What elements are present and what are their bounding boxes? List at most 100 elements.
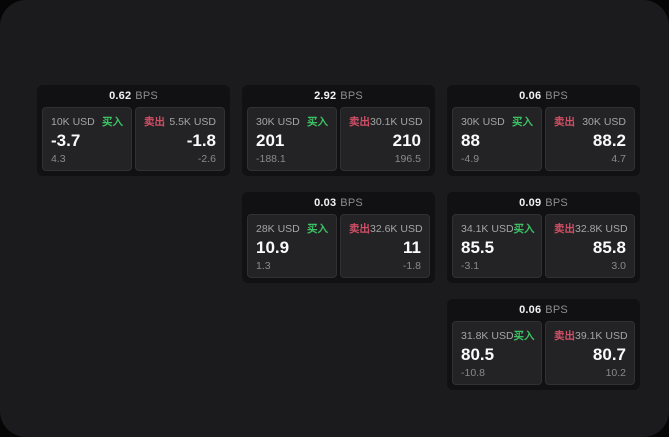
card-header: 0.62 BPS: [42, 85, 225, 107]
buy-price-value: -3.7: [51, 131, 81, 151]
buy-side-label: 买入: [307, 116, 328, 128]
buy-notional-label: 30K USD: [256, 115, 300, 128]
buy-delta-value: 4.3: [51, 153, 66, 165]
quote-card: 0.03 BPS 28K USD 买入 10.9 1.3 卖出 32.6K US…: [242, 192, 435, 283]
sell-panel[interactable]: 卖出 30K USD 88.2 4.7: [545, 107, 635, 171]
buy-panel-header: 10K USD 买入: [51, 114, 123, 129]
sell-panel-header: 卖出 5.5K USD: [144, 114, 216, 129]
sell-notional-label: 30K USD: [582, 115, 626, 128]
sell-side-label: 卖出: [349, 116, 370, 128]
bps-value: 0.06: [519, 304, 542, 316]
sell-side-label: 卖出: [554, 330, 575, 342]
bps-unit-label: BPS: [545, 90, 568, 102]
card-header: 0.03 BPS: [247, 192, 430, 214]
card-header: 0.06 BPS: [452, 85, 635, 107]
sell-panel-header: 卖出 30K USD: [554, 114, 626, 129]
quote-card: 0.06 BPS 30K USD 买入 88 -4.9 卖出 30K USD 8…: [447, 85, 640, 176]
buy-notional-label: 34.1K USD: [461, 222, 514, 235]
quote-card: 0.62 BPS 10K USD 买入 -3.7 4.3 卖出 5.5K USD…: [37, 85, 230, 176]
buy-panel[interactable]: 30K USD 买入 88 -4.9: [452, 107, 542, 171]
bps-value: 0.09: [519, 197, 542, 209]
quote-panels: 28K USD 买入 10.9 1.3 卖出 32.6K USD 11 -1.8: [247, 214, 430, 278]
bps-value: 2.92: [314, 90, 337, 102]
buy-panel-header: 34.1K USD 买入: [461, 221, 535, 236]
buy-panel-header: 31.8K USD 买入: [461, 328, 535, 343]
sell-notional-label: 32.6K USD: [370, 222, 423, 235]
sell-price-value: -1.8: [186, 131, 216, 151]
bps-unit-label: BPS: [545, 197, 568, 209]
card-header: 0.09 BPS: [452, 192, 635, 214]
bps-unit-label: BPS: [340, 197, 363, 209]
buy-panel[interactable]: 31.8K USD 买入 80.5 -10.8: [452, 321, 542, 385]
buy-price-value: 88: [461, 131, 480, 151]
buy-panel[interactable]: 10K USD 买入 -3.7 4.3: [42, 107, 132, 171]
card-header: 0.06 BPS: [452, 299, 635, 321]
sell-panel-header: 卖出 39.1K USD: [554, 328, 628, 343]
bps-unit-label: BPS: [545, 304, 568, 316]
card-header: 2.92 BPS: [247, 85, 430, 107]
quote-card: 2.92 BPS 30K USD 买入 201 -188.1 卖出 30.1K …: [242, 85, 435, 176]
sell-panel[interactable]: 卖出 39.1K USD 80.7 10.2: [545, 321, 635, 385]
sell-notional-label: 39.1K USD: [575, 329, 628, 342]
buy-delta-value: -3.1: [461, 260, 480, 272]
sell-price-value: 88.2: [592, 131, 626, 151]
quote-panels: 10K USD 买入 -3.7 4.3 卖出 5.5K USD -1.8 -2.…: [42, 107, 225, 171]
sell-delta-value: -2.6: [197, 153, 216, 165]
sell-price-value: 11: [403, 238, 421, 258]
quote-card: 0.09 BPS 34.1K USD 买入 85.5 -3.1 卖出 32.8K…: [447, 192, 640, 283]
quote-grid: 0.62 BPS 10K USD 买入 -3.7 4.3 卖出 5.5K USD…: [37, 85, 640, 390]
quote-panels: 30K USD 买入 201 -188.1 卖出 30.1K USD 210 1…: [247, 107, 430, 171]
buy-panel[interactable]: 34.1K USD 买入 85.5 -3.1: [452, 214, 542, 278]
buy-notional-label: 31.8K USD: [461, 329, 514, 342]
sell-side-label: 卖出: [554, 223, 575, 235]
buy-notional-label: 30K USD: [461, 115, 505, 128]
buy-price-value: 85.5: [461, 238, 495, 258]
quote-card: 0.06 BPS 31.8K USD 买入 80.5 -10.8 卖出 39.1…: [447, 299, 640, 390]
bps-value: 0.06: [519, 90, 542, 102]
bps-unit-label: BPS: [340, 90, 363, 102]
buy-side-label: 买入: [513, 223, 535, 235]
buy-panel-header: 28K USD 买入: [256, 221, 328, 236]
sell-delta-value: 3.0: [611, 260, 626, 272]
buy-delta-value: -4.9: [461, 153, 480, 165]
sell-side-label: 卖出: [554, 116, 575, 128]
bps-value: 0.03: [314, 197, 337, 209]
sell-panel[interactable]: 卖出 30.1K USD 210 196.5: [340, 107, 430, 171]
buy-side-label: 买入: [102, 116, 123, 128]
sell-delta-value: 196.5: [394, 153, 421, 165]
sell-panel[interactable]: 卖出 32.8K USD 85.8 3.0: [545, 214, 635, 278]
sell-price-value: 210: [392, 131, 421, 151]
buy-price-value: 80.5: [461, 345, 495, 365]
sell-panel[interactable]: 卖出 32.6K USD 11 -1.8: [340, 214, 430, 278]
sell-price-value: 85.8: [592, 238, 626, 258]
bps-value: 0.62: [109, 90, 132, 102]
sell-panel[interactable]: 卖出 5.5K USD -1.8 -2.6: [135, 107, 225, 171]
sell-side-label: 卖出: [144, 116, 165, 128]
buy-panel-header: 30K USD 买入: [256, 114, 328, 129]
sell-delta-value: -1.8: [402, 260, 421, 272]
sell-delta-value: 10.2: [605, 367, 626, 379]
sell-delta-value: 4.7: [611, 153, 626, 165]
sell-panel-header: 卖出 30.1K USD: [349, 114, 423, 129]
buy-side-label: 买入: [307, 223, 328, 235]
buy-delta-value: 1.3: [256, 260, 271, 272]
buy-panel-header: 30K USD 买入: [461, 114, 533, 129]
sell-side-label: 卖出: [349, 223, 370, 235]
quote-panels: 30K USD 买入 88 -4.9 卖出 30K USD 88.2 4.7: [452, 107, 635, 171]
buy-notional-label: 28K USD: [256, 222, 300, 235]
buy-side-label: 买入: [512, 116, 533, 128]
buy-notional-label: 10K USD: [51, 115, 95, 128]
buy-delta-value: -188.1: [256, 153, 286, 165]
quote-panels: 34.1K USD 买入 85.5 -3.1 卖出 32.8K USD 85.8…: [452, 214, 635, 278]
sell-notional-label: 30.1K USD: [370, 115, 423, 128]
buy-delta-value: -10.8: [461, 367, 485, 379]
sell-panel-header: 卖出 32.8K USD: [554, 221, 628, 236]
sell-panel-header: 卖出 32.6K USD: [349, 221, 423, 236]
sell-price-value: 80.7: [592, 345, 626, 365]
quote-panels: 31.8K USD 买入 80.5 -10.8 卖出 39.1K USD 80.…: [452, 321, 635, 385]
bps-unit-label: BPS: [135, 90, 158, 102]
buy-price-value: 10.9: [256, 238, 290, 258]
buy-panel[interactable]: 28K USD 买入 10.9 1.3: [247, 214, 337, 278]
buy-panel[interactable]: 30K USD 买入 201 -188.1: [247, 107, 337, 171]
